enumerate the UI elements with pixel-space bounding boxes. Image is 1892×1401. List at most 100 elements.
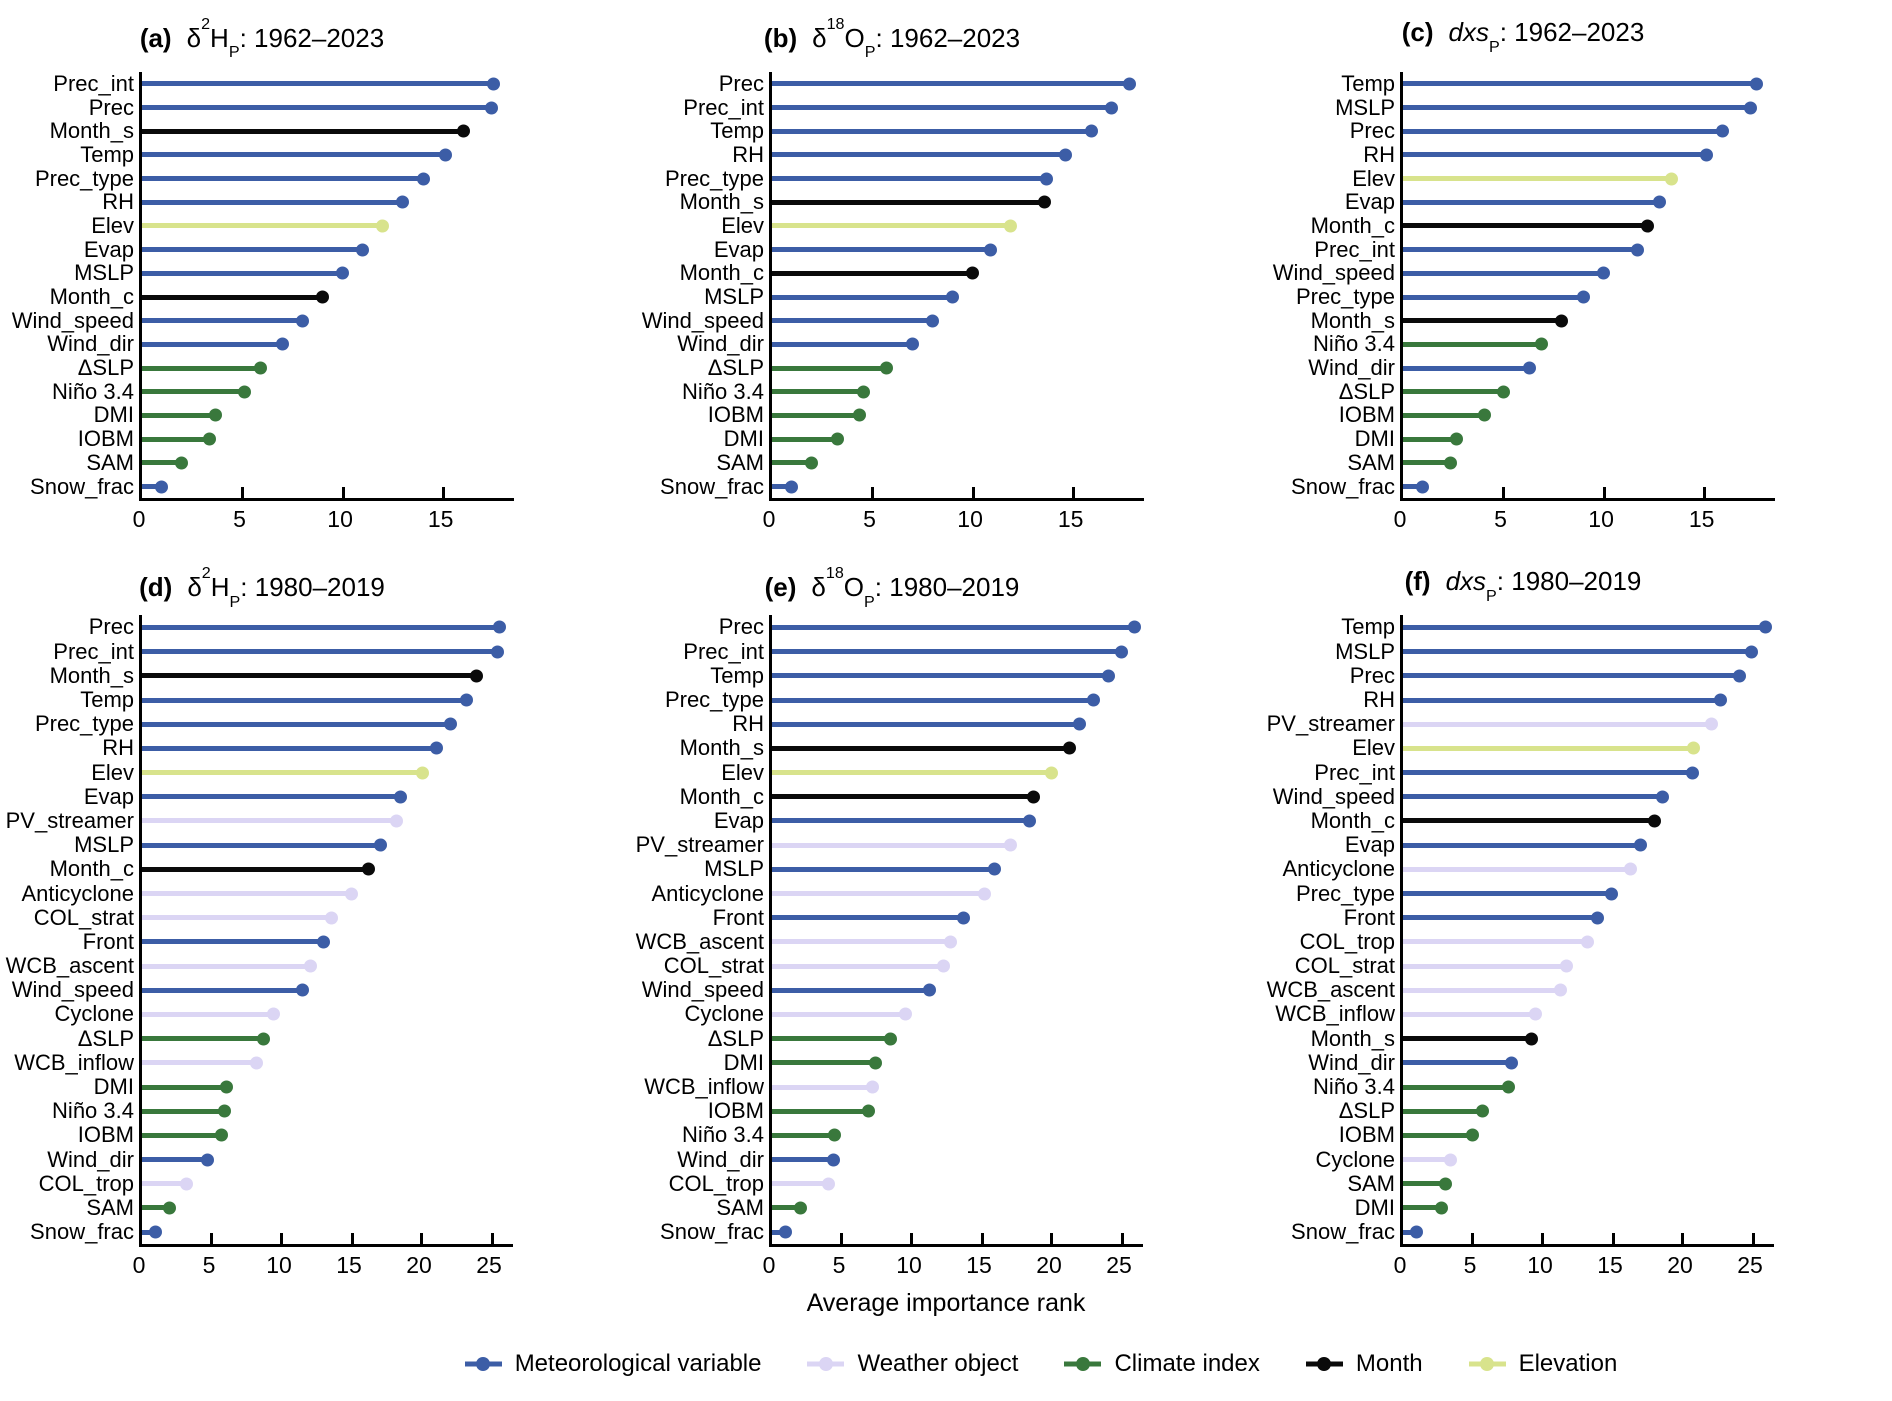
y-tick-label: ΔSLP [1338,1098,1395,1124]
lollipop-dot [179,1177,193,1191]
lollipop-stem [1403,1225,1423,1239]
lollipop-row: Niño 3.4 [52,380,514,404]
lollipop-stem [772,741,1077,755]
y-tick-label: Prec [1349,118,1395,144]
lollipop-dot [966,266,980,280]
lollipop-dot [1410,1225,1423,1239]
lollipop-stem [772,1080,879,1094]
x-tick-mark [420,1233,424,1245]
y-tick-label: COL_trop [38,1170,134,1196]
lollipop-stem [1403,935,1594,949]
y-tick-label: DMI [723,1049,764,1075]
lollipop-row: Anticyclone [651,881,1143,905]
lollipop-row: Temp [1341,615,1774,639]
x-tick-label: 5 [863,506,876,533]
y-tick-label: Month_s [1310,307,1395,333]
lollipop-dot [490,645,504,659]
lollipop-dot [203,432,217,446]
lollipop-stem [142,1032,270,1046]
lollipop-dot [1502,1080,1516,1094]
lollipop-dot [486,77,500,91]
legend-marker-icon [1064,1357,1102,1372]
lollipop-stem [142,172,430,186]
lollipop-stem [142,693,473,707]
lollipop-dot [1624,862,1638,876]
lollipop-dot [438,148,452,162]
lollipop-dot [1656,790,1670,804]
panel-title: δ18OP: 1980–2019 [811,564,1020,611]
y-tick-label: WCB_ascent [5,953,134,979]
lollipop-stem [1403,290,1590,304]
x-tick-mark [971,487,975,499]
lollipop-row: Month_s [1311,309,1775,333]
x-tick-mark [241,487,245,499]
lollipop-dot [149,1225,162,1239]
y-tick-label: Temp [80,141,134,167]
lollipop-stem [772,645,1128,659]
chart-area: Prec Prec_int Temp RH Prec_type Month_s Elev Ev… [642,72,1144,502]
y-tick-label: Prec_int [683,638,764,664]
x-tick-mark [1611,1233,1615,1245]
x-tick-label: 10 [266,1252,292,1279]
y-tick-label: Niño 3.4 [1313,331,1395,357]
y-tick-label: MSLP [74,832,134,858]
lollipop-row: Temp [710,664,1143,688]
lollipop-row: Prec [719,72,1144,96]
y-tick-label: Prec_type [664,165,764,191]
lollipop-dot [389,814,403,828]
y-tick-label: Snow_frac [30,473,134,499]
y-tick-label: Prec_int [683,94,764,120]
lollipop-dot [1554,314,1568,328]
lollipop-dot [1435,1201,1449,1215]
lollipop-row: Prec_type [35,167,514,191]
lollipop-dot [822,1177,836,1191]
lollipop-stem [1403,385,1510,399]
lollipop-row: ΔSLP [1339,1099,1774,1123]
x-tick-mark [910,1233,914,1245]
y-tick-label: Elev [91,212,134,238]
y-tick-label: DMI [723,426,764,452]
lollipop-dot [1713,693,1727,707]
lollipop-row: PV_streamer [6,809,513,833]
lollipop-stem [142,790,407,804]
y-tick-label: Temp [1341,70,1395,96]
lollipop-stem [772,983,937,997]
lollipop-stem [772,1104,875,1118]
legend-label: Climate index [1114,1350,1260,1378]
panel-letter: (e) [764,572,797,603]
panel-c: (c) dxsP: 1962–2023 Temp MSLP Prec RH Elev Eva… [1261,0,1892,539]
lollipop-stem [772,862,1001,876]
lollipop-dot [861,1104,875,1118]
lollipop-dot [1022,814,1036,828]
lollipop-dot [459,693,473,707]
lollipop-dot [987,862,1001,876]
lollipop-row: Prec_int [53,640,513,664]
lollipop-stem [142,838,388,852]
lollipop-dot [879,361,893,375]
lollipop-stem [1403,790,1670,804]
lollipop-dot [944,935,958,949]
y-tick-label: COL_strat [1294,953,1395,979]
lollipop-row: IOBM [708,404,1144,428]
lollipop-stem [772,101,1118,115]
lollipop-row: Evap [1345,190,1775,214]
lollipop-dot [925,314,939,328]
x-tick-label: 20 [406,1252,432,1279]
lollipop-stem [772,911,970,925]
lollipop-stem [1403,814,1661,828]
lollipop-row: Prec_type [665,688,1143,712]
lollipop-stem [1403,911,1604,925]
lollipop-stem [1403,195,1667,209]
lollipop-stem [772,314,939,328]
legend-marker-icon [1305,1357,1343,1372]
panel-letter: (c) [1401,17,1434,47]
y-tick-label: Elev [1352,165,1395,191]
lollipop-dot [1465,1128,1479,1142]
lollipop-stem [142,124,470,138]
lollipop-row: Wind_speed [642,309,1144,333]
lollipop-dot [1580,935,1594,949]
y-tick-label: COL_trop [668,1170,764,1196]
x-tick-label: 15 [1688,506,1715,533]
lollipop-dot [220,1080,234,1094]
lollipop-dot [1758,620,1772,634]
